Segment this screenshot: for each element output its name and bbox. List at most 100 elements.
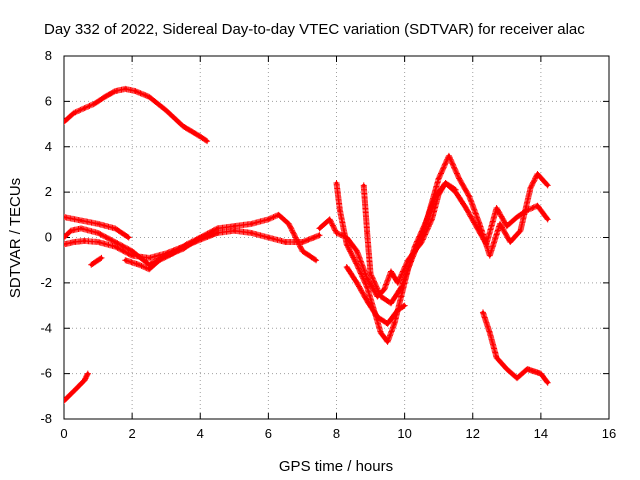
data-point (171, 251, 175, 255)
data-point (389, 269, 393, 274)
gridlines (64, 56, 609, 419)
data-point (437, 176, 441, 181)
series-arc-2 (64, 370, 91, 404)
data-point (389, 301, 393, 305)
data-point (338, 208, 342, 212)
data-point (508, 240, 512, 244)
data-point (82, 106, 87, 110)
series-arc-9 (333, 180, 459, 345)
data-point (375, 315, 379, 319)
data-point (157, 258, 161, 262)
data-point (382, 288, 386, 292)
data-point (546, 217, 550, 221)
chart-title: Day 332 of 2022, Sidereal Day-to-day VTE… (44, 21, 585, 38)
data-point (96, 231, 100, 235)
x-tick-label: 14 (534, 426, 548, 441)
x-axis-label: GPS time / hours (279, 458, 393, 475)
data-point (96, 222, 100, 226)
data-point (317, 226, 322, 231)
data-point (403, 303, 407, 308)
data-point (539, 372, 543, 376)
data-point (362, 183, 366, 187)
y-axis-label: SDTVAR / TECUs (7, 178, 24, 298)
data-point (215, 231, 219, 235)
data-point (314, 258, 318, 262)
data-point (532, 369, 536, 373)
data-point (396, 281, 400, 285)
series-markers (333, 180, 459, 345)
data-point (64, 215, 66, 219)
data-point (64, 399, 66, 403)
data-point (477, 222, 482, 226)
data-point (249, 231, 253, 235)
data-point (464, 206, 468, 210)
data-point (127, 235, 131, 240)
y-tick-label: 0 (45, 230, 52, 245)
data-point (399, 294, 403, 299)
data-point (355, 249, 359, 253)
data-point (147, 95, 151, 99)
y-tick-label: -4 (40, 320, 52, 335)
x-tick-label: 8 (333, 426, 340, 441)
x-tick-label: 12 (466, 426, 480, 441)
data-point (64, 235, 66, 240)
y-tick-label: 4 (45, 139, 52, 154)
data-point (181, 124, 185, 128)
data-point (365, 285, 369, 290)
data-point (334, 231, 339, 235)
data-point (546, 381, 550, 385)
data-point (76, 385, 80, 389)
data-point (525, 367, 529, 371)
data-point (130, 249, 134, 253)
data-point (443, 181, 448, 185)
data-point (96, 258, 100, 262)
data-point (123, 87, 127, 91)
data-point (488, 254, 492, 258)
data-point (103, 95, 107, 99)
data-point (368, 272, 373, 276)
data-point (399, 285, 403, 290)
data-point (164, 108, 168, 113)
data-point (392, 322, 397, 326)
data-point (535, 204, 540, 208)
data-point (86, 372, 90, 376)
y-tick-label: -2 (40, 275, 52, 290)
series-markers (64, 214, 132, 241)
data-point (379, 331, 383, 335)
data-point (423, 224, 427, 228)
data-point (365, 231, 369, 235)
data-point (133, 89, 138, 93)
data-point (93, 102, 97, 106)
data-point (474, 224, 478, 228)
x-tick-label: 16 (602, 426, 616, 441)
data-point (89, 263, 93, 267)
series-markers (64, 370, 91, 404)
data-point (430, 217, 434, 221)
data-point (409, 258, 414, 262)
series-arc-10 (360, 152, 551, 307)
data-point (385, 322, 390, 326)
data-point (467, 195, 471, 199)
data-point (147, 267, 151, 271)
data-point (69, 392, 73, 396)
data-point (198, 134, 202, 139)
data-point (79, 218, 83, 223)
data-point (99, 256, 104, 260)
data-point (266, 235, 270, 240)
data-point (300, 240, 305, 244)
data-point (365, 299, 369, 303)
data-points (64, 85, 551, 404)
data-point (79, 226, 83, 231)
data-point (379, 294, 383, 299)
data-point (447, 154, 451, 158)
data-point (283, 240, 288, 244)
data-point (64, 120, 66, 124)
data-point (198, 235, 202, 240)
data-point (317, 233, 322, 237)
x-tick-label: 0 (60, 426, 67, 441)
x-axis-ticks: 0 2 4 6 8 10 12 14 16 (60, 56, 616, 441)
data-point (454, 188, 458, 192)
data-point (249, 222, 253, 226)
data-point (232, 229, 236, 233)
